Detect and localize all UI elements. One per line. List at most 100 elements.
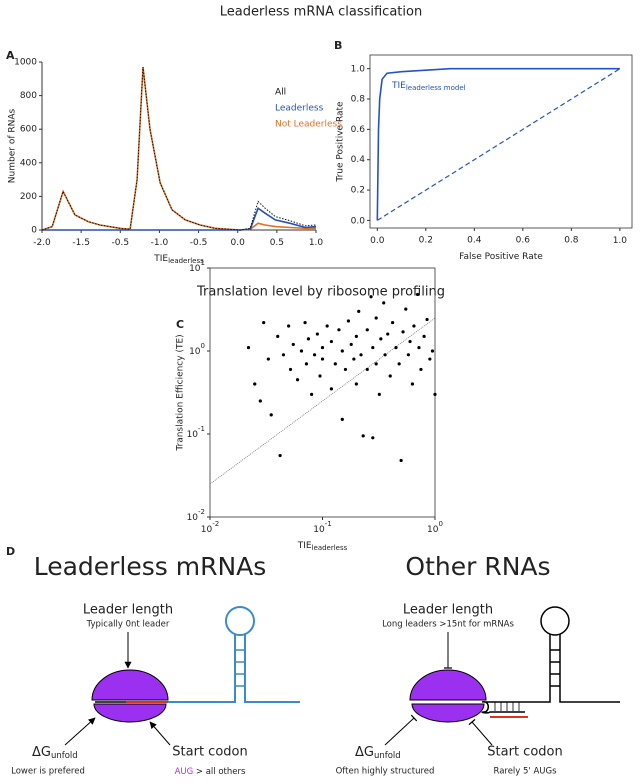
scatter-point (276, 334, 280, 338)
scatter-point (291, 342, 295, 347)
scatter-point (419, 367, 423, 372)
diagram-title: Other RNAs (405, 552, 550, 581)
tick-base: -1.0 (151, 238, 169, 248)
x-tick-label: 0.2 (419, 236, 433, 246)
ribosome-small (411, 703, 485, 723)
ribosome-large (409, 669, 487, 701)
y-tick-label: 600 (20, 125, 37, 135)
tick-exponent: 0 (438, 520, 442, 528)
scatter-point (428, 357, 432, 361)
section-title: Translation level by ribosome profiling (196, 285, 445, 300)
label: ΔGunfold (32, 745, 78, 761)
x-tick-label: 0.8 (564, 236, 579, 246)
note: Rarely 5' AUGs (493, 767, 557, 777)
scatter-point (410, 382, 415, 386)
loop (225, 606, 255, 636)
scatter-point (374, 316, 378, 320)
tick-base: 10 (189, 347, 201, 357)
rungs (235, 649, 245, 687)
y-tick-label: 0.0 (351, 216, 366, 226)
scatter-point (287, 324, 291, 328)
rungs (494, 702, 520, 711)
tick-base: 1.0 (351, 64, 366, 74)
note: Often highly structured (336, 767, 435, 777)
legend-entry: All (275, 88, 286, 98)
tick-base: -0.5 (190, 238, 208, 248)
x-tick-label: 0.6 (516, 236, 531, 246)
scatter-point (354, 382, 358, 386)
label: Start codon (487, 745, 562, 760)
scatter-point (340, 417, 344, 421)
scatter-point (312, 353, 317, 357)
annotation: TIEleaderless model (391, 81, 466, 93)
label: ΔGunfold (355, 745, 401, 761)
scatter-point (357, 309, 361, 313)
scatter-point (391, 320, 395, 325)
scatter-point (343, 367, 348, 372)
tick-base: 0.0 (351, 216, 366, 226)
x-tick-label: 100 (427, 520, 443, 535)
legend-entry: Leaderless (275, 104, 324, 114)
x-tick-label: 10-1 (313, 520, 331, 535)
scatter-point (404, 307, 408, 311)
scatter-point (377, 392, 381, 396)
scatter-point (325, 324, 329, 328)
scatter-point (340, 349, 344, 353)
scatter-point (361, 434, 365, 438)
scatter-point (354, 334, 358, 338)
section-title: Leaderless mRNA classification (220, 5, 422, 20)
tick-base: -0.5 (112, 238, 130, 248)
scatter-point (246, 345, 251, 350)
label-text: TIE (391, 81, 406, 91)
x-tick-label: 0.0 (231, 238, 246, 248)
x-tick-label: -1.0 (151, 238, 169, 248)
scatter-point (258, 399, 262, 403)
scatter-point (262, 320, 266, 325)
scatter-point (337, 328, 341, 332)
scatter-point (382, 301, 386, 305)
scatter-point (281, 353, 286, 357)
scatter-point (433, 392, 437, 396)
scatter-point (430, 349, 435, 353)
inhibit-arrow (468, 718, 493, 746)
panel-label: B (334, 39, 342, 52)
y-tick-label: 0.2 (351, 186, 365, 196)
scatter-point (371, 436, 375, 440)
tick-base: 1.0 (613, 236, 628, 246)
scatter-point (318, 374, 322, 378)
scatter-point (386, 332, 390, 336)
y-tick-label: 100 (189, 342, 205, 357)
scatter-point (359, 353, 363, 357)
scatter-point (278, 453, 282, 458)
tick-base: 10 (187, 430, 199, 440)
fit-line (209, 317, 436, 485)
x-axis-label: TIEleaderless (297, 541, 348, 553)
tick-base: 0.5 (270, 238, 284, 248)
scatter-point (394, 345, 398, 350)
scatter-point (352, 357, 356, 361)
loop (540, 606, 570, 636)
tick-base: -2.0 (33, 238, 51, 248)
scatter-point (309, 392, 314, 396)
scatter-point (306, 337, 311, 341)
y-tick-label: 0.6 (351, 125, 366, 135)
x-tick-label: 0.5 (270, 238, 284, 248)
x-tick-label: -0.5 (112, 238, 130, 248)
mrna-stem (168, 634, 300, 703)
tick-exponent: 1 (201, 259, 205, 267)
scatter-point (320, 345, 325, 350)
scatter-point (401, 330, 405, 334)
scatter-point (315, 332, 319, 336)
scatter-point (349, 342, 353, 347)
label: Leader length (83, 603, 173, 618)
y-tick-label: 200 (20, 192, 37, 202)
y-tick-label: 10-1 (187, 425, 205, 440)
panel-label: D (6, 545, 15, 558)
x-tick-label: 10-2 (201, 520, 219, 535)
scatter-point (399, 458, 403, 463)
tick-base: 1.0 (309, 238, 324, 248)
tick-base: 0.0 (370, 236, 385, 246)
scatter-point (371, 345, 375, 350)
scatter-point (379, 337, 383, 341)
